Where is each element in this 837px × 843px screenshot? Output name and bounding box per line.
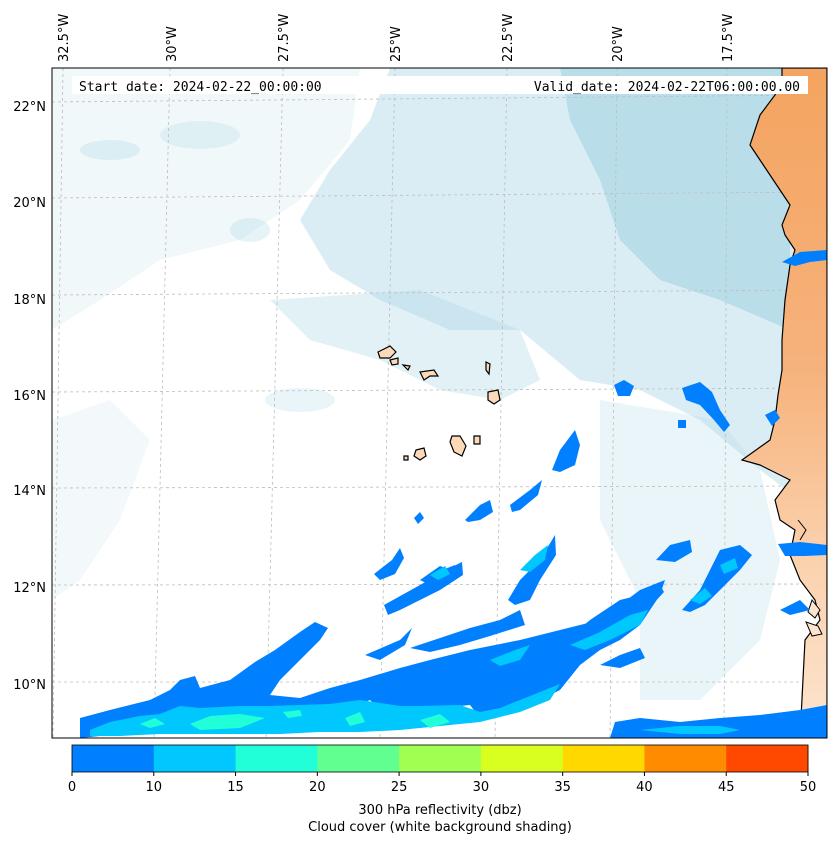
colorbar-swatch [72,745,155,772]
colorbar-tick-label: 30 [473,780,490,795]
colorbar-tick-label: 40 [636,780,653,795]
lon-label: 22.5°W [501,14,516,62]
lon-label: 20°W [611,26,626,62]
lon-label: 32.5°W [57,14,72,62]
colorbar-swatch [644,745,727,772]
colorbar-swatch [726,745,809,772]
lat-label: 20°N [13,196,46,211]
longitude-labels: 32.5°W 30°W 27.5°W 25°W 22.5°W 20°W 17.5… [57,14,736,62]
colorbar-tick-label: 35 [554,780,571,795]
reflectivity-shading [80,250,827,738]
colorbar-label: 300 hPa reflectivity (dbz) [358,803,521,818]
lat-label: 18°N [13,293,46,308]
colorbar-swatch [153,745,237,772]
start-date-label: Start date: 2024-02-22_00:00:00 [79,80,322,95]
colorbar-tick-label: 0 [68,780,76,795]
latitude-labels: 22°N 20°N 18°N 16°N 14°N 12°N 10°N [13,100,46,693]
map-plot-area [52,68,827,738]
colorbar-swatch [480,745,564,772]
lon-label: 27.5°W [277,14,292,62]
colorbar-tick-label: 25 [391,780,408,795]
cloud-cover-shading [52,68,827,700]
colorbar-swatch [317,745,400,772]
colorbar-tick-label: 20 [309,780,326,795]
lat-label: 14°N [13,484,46,499]
lat-label: 16°N [13,389,46,404]
header-band [72,76,808,94]
colorbar-tick-label: 45 [718,780,735,795]
cape-verde-islands [377,345,501,461]
lon-label: 25°W [389,26,404,62]
colorbar-swatch [562,745,645,772]
colorbar-sublabel: Cloud cover (white background shading) [308,820,572,835]
lat-label: 22°N [13,100,46,115]
colorbar: 0 10 15 20 25 30 35 40 45 50 300 hPa reflectivity… [68,744,817,835]
valid-date-label: Valid_date: 2024-02-22T06:00:00.00 [534,80,800,95]
colorbar-tick-label: 10 [146,780,163,795]
colorbar-swatch [235,745,318,772]
lon-label: 30°W [165,26,180,62]
lon-label: 17.5°W [721,14,736,62]
lat-label: 12°N [13,581,46,596]
colorbar-tick-label: 50 [800,780,817,795]
map-frame [51,67,828,739]
colorbar-tick-label: 15 [227,780,244,795]
colorbar-swatch [399,745,482,772]
lat-label: 10°N [13,678,46,693]
colorbar-frame [71,744,809,773]
